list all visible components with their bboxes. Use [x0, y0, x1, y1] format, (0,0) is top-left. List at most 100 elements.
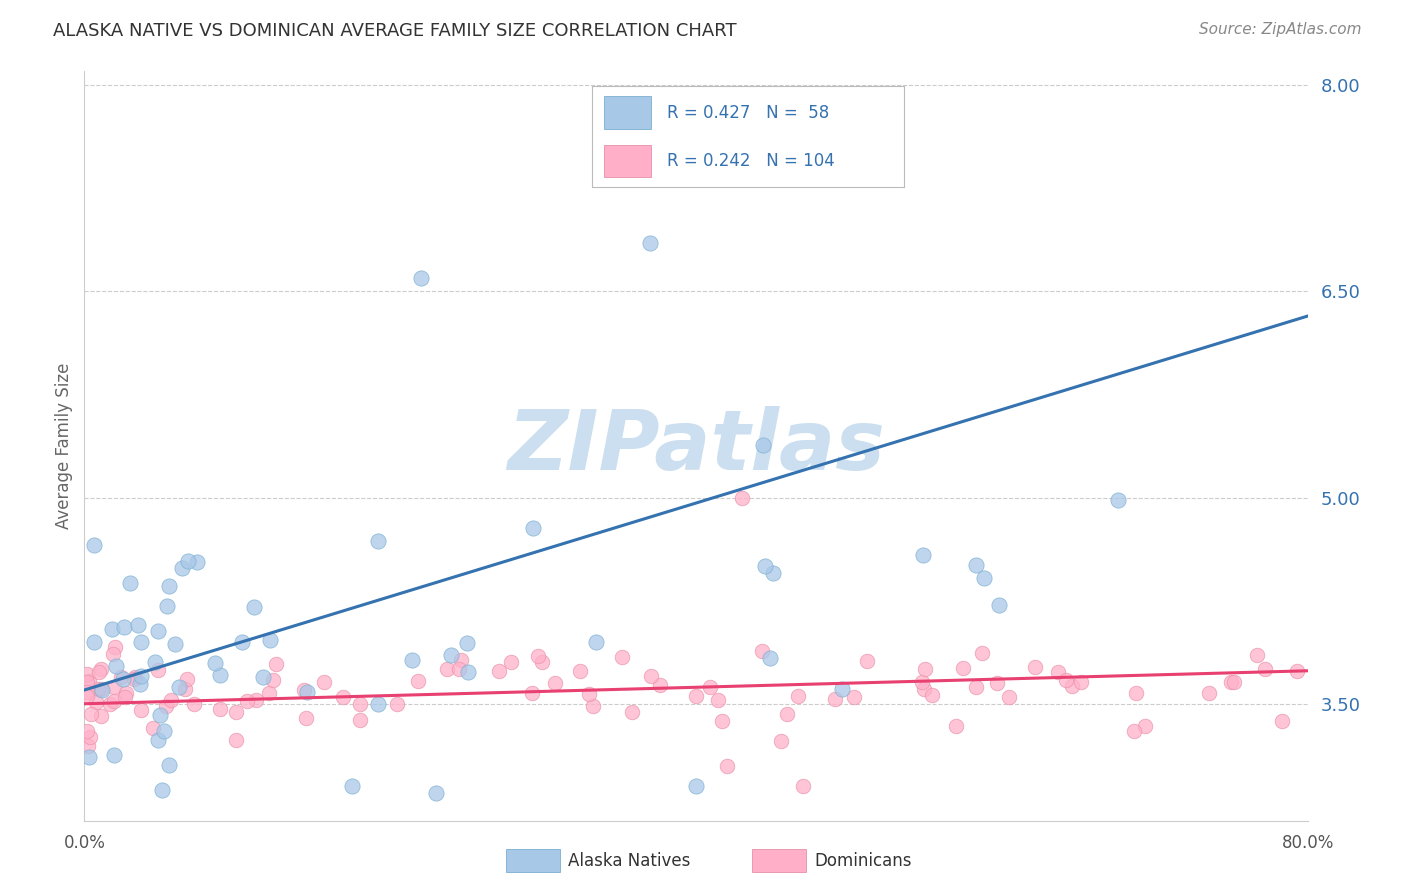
Point [621, 705, 644, 719]
Point [544, 675, 567, 690]
Point [776, 706, 799, 721]
Point [257, 686, 280, 700]
Point [103, 648, 125, 662]
Point [76, 667, 98, 681]
Point [447, 662, 470, 676]
Point [152, 724, 174, 739]
Point [90, 682, 112, 697]
Point [142, 721, 165, 735]
Point [110, 670, 132, 684]
Point [585, 635, 607, 649]
Point [711, 714, 734, 728]
Point [456, 635, 478, 649]
Point [225, 733, 247, 747]
Point [1125, 685, 1147, 699]
Point [186, 555, 208, 569]
Point [911, 675, 934, 690]
Point [120, 576, 142, 591]
Point [146, 624, 169, 639]
Point [266, 657, 288, 672]
Point [911, 548, 934, 562]
Point [176, 672, 198, 686]
Point [204, 656, 226, 670]
Point [104, 640, 127, 654]
Point [245, 693, 267, 707]
Point [76, 739, 98, 753]
Point [262, 673, 284, 687]
Point [527, 649, 550, 664]
Point [80, 707, 103, 722]
Point [751, 644, 773, 658]
Text: Alaska Natives: Alaska Natives [568, 852, 690, 870]
Point [312, 674, 335, 689]
Point [143, 655, 166, 669]
Point [610, 650, 633, 665]
Point [90, 682, 112, 697]
Point [157, 758, 180, 772]
Point [1047, 665, 1070, 680]
Point [1198, 686, 1220, 700]
Point [522, 521, 544, 535]
Point [912, 682, 935, 697]
Point [752, 438, 775, 452]
Point [103, 748, 125, 763]
Point [855, 654, 877, 668]
Point [157, 579, 180, 593]
Point [90, 708, 112, 723]
Point [450, 653, 472, 667]
Point [112, 620, 135, 634]
Point [76, 724, 98, 739]
Point [177, 553, 200, 567]
Point [973, 571, 995, 585]
Point [101, 622, 124, 636]
Point [259, 632, 281, 647]
Point [124, 670, 146, 684]
Point [83, 634, 105, 648]
Point [1054, 673, 1077, 687]
Point [103, 680, 125, 694]
Point [208, 702, 231, 716]
Text: Source: ZipAtlas.com: Source: ZipAtlas.com [1198, 22, 1361, 37]
Point [988, 598, 1011, 612]
Point [295, 685, 318, 699]
Text: Dominicans: Dominicans [814, 852, 911, 870]
Point [76, 689, 98, 703]
Point [1219, 675, 1241, 690]
Point [79, 730, 101, 744]
Point [409, 270, 432, 285]
Point [385, 698, 408, 712]
Point [685, 779, 707, 793]
Point [578, 687, 600, 701]
Point [998, 690, 1021, 704]
Point [340, 779, 363, 793]
Point [90, 662, 112, 676]
Point [716, 758, 738, 772]
Point [707, 692, 730, 706]
Point [1024, 660, 1046, 674]
Point [173, 681, 195, 696]
Point [295, 711, 318, 725]
Point [349, 713, 371, 727]
Point [1070, 674, 1092, 689]
Point [367, 698, 389, 712]
Point [1107, 492, 1129, 507]
Point [699, 680, 721, 694]
Point [501, 655, 523, 669]
Point [84, 695, 107, 709]
Point [111, 672, 134, 686]
Point [252, 670, 274, 684]
Point [824, 692, 846, 706]
Point [436, 662, 458, 676]
Point [76, 685, 98, 699]
Point [349, 697, 371, 711]
Text: ALASKA NATIVE VS DOMINICAN AVERAGE FAMILY SIZE CORRELATION CHART: ALASKA NATIVE VS DOMINICAN AVERAGE FAMIL… [53, 22, 737, 40]
Point [105, 659, 128, 673]
Point [685, 689, 707, 703]
Point [114, 685, 136, 699]
Point [531, 655, 554, 669]
Point [952, 661, 974, 675]
Point [129, 677, 152, 691]
Point [127, 617, 149, 632]
Point [440, 648, 463, 662]
Point [163, 637, 186, 651]
